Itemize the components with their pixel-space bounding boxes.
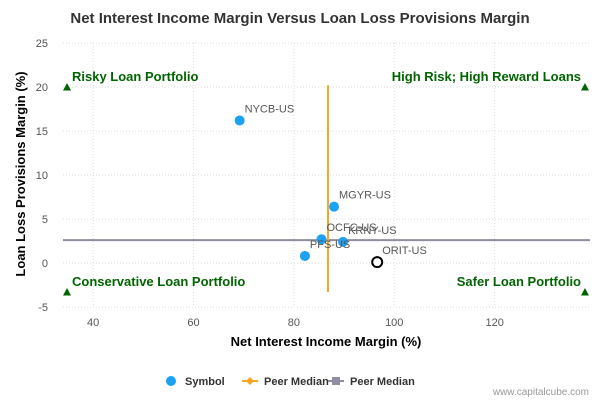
quadrant-label-top-left: Risky Loan Portfolio [72, 69, 198, 84]
legend-symbol-marker [166, 376, 176, 386]
data-point [299, 250, 310, 261]
legend-label: Peer Median [350, 376, 415, 388]
data-point-label: KRNY-US [348, 225, 397, 237]
quadrant-triangle-marker [63, 83, 72, 91]
data-point-label: PFS-US [310, 239, 350, 251]
data-point [371, 256, 384, 269]
x-tick-label: 100 [385, 317, 403, 329]
data-point [316, 234, 327, 245]
y-tick-label: 5 [42, 214, 48, 226]
y-tick-label: 25 [36, 38, 48, 50]
x-tick-label: 60 [187, 317, 199, 329]
legend-label: Symbol [185, 376, 225, 388]
data-point [338, 236, 349, 247]
legend-diamond-marker [246, 377, 254, 385]
y-axis-title: Loan Loss Provisions Margin (%) [13, 71, 28, 276]
legend-label: Peer Median [264, 376, 329, 388]
quadrant-markers [63, 83, 589, 296]
y-tick-label: -5 [38, 302, 48, 314]
data-point [329, 201, 340, 212]
y-tick-labels: -5 0 5 10 15 20 25 [36, 38, 48, 314]
grid-lines [63, 42, 590, 308]
data-point-label: NYCB-US [245, 103, 295, 115]
chart-title: Net Interest Income Margin Versus Loan L… [70, 10, 529, 27]
data-point-label: OCFC-US [326, 222, 376, 234]
quadrant-triangle-marker [63, 288, 72, 296]
y-tick-label: 0 [42, 258, 48, 270]
x-tick-label: 80 [288, 317, 300, 329]
legend[interactable]: Symbol Peer Median Peer Median [166, 376, 415, 388]
quadrant-triangle-marker [580, 83, 589, 91]
y-tick-label: 15 [36, 126, 48, 138]
legend-square-marker [332, 377, 340, 385]
x-tick-label: 120 [485, 317, 503, 329]
data-point-label: ORIT-US [382, 245, 427, 257]
quadrant-label-bottom-left: Conservative Loan Portfolio [72, 274, 245, 289]
quadrant-label-bottom-right: Safer Loan Portfolio [457, 274, 581, 289]
data-point-label: MGYR-US [339, 190, 391, 202]
data-point [234, 115, 245, 126]
x-axis-title: Net Interest Income Margin (%) [231, 334, 422, 349]
y-tick-label: 20 [36, 82, 48, 94]
y-tick-label: 10 [36, 170, 48, 182]
peer-median-lines [63, 85, 590, 293]
x-tick-label: 40 [87, 317, 99, 329]
x-tick-labels: 40 60 80 100 120 [87, 317, 504, 329]
quadrant-triangle-marker [580, 288, 589, 296]
credit-text: www.capitalcube.com [492, 387, 589, 398]
quadrant-label-top-right: High Risk; High Reward Loans [392, 69, 581, 84]
